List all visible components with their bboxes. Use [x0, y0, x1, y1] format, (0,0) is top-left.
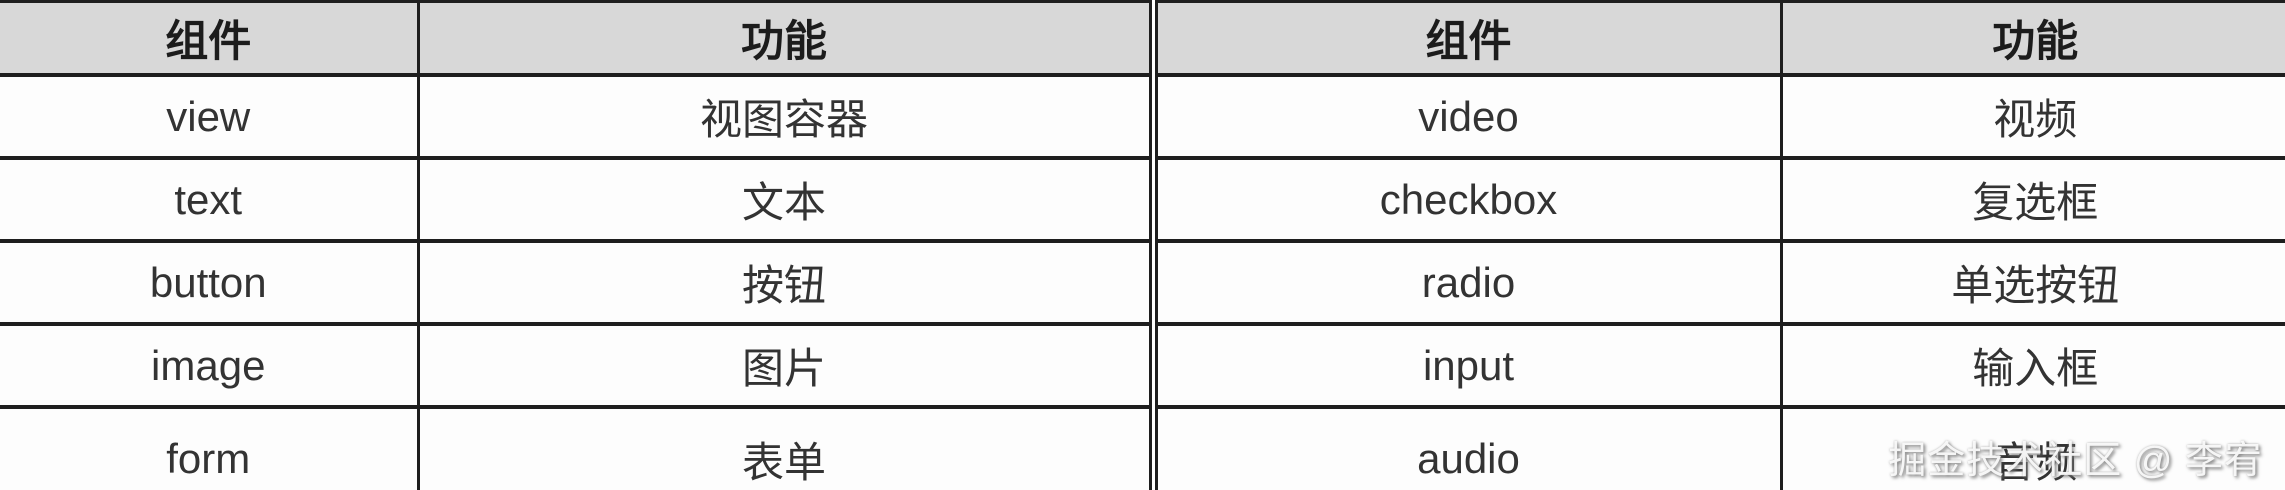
column-header-component: 组件 [0, 0, 420, 77]
table-row: image 图片 [0, 324, 1152, 409]
component-function-cell: 单选按钮 [1781, 241, 2285, 326]
component-name-cell: video [1154, 75, 1783, 160]
component-function-cell: 音频 [1781, 407, 2285, 490]
table-row: radio 单选按钮 [1154, 241, 2285, 326]
table-row: form 表单 [0, 407, 1152, 490]
component-function-cell: 图片 [418, 324, 1152, 409]
components-table-right: 组件 功能 video 视频 checkbox 复选框 radio 单选按钮 i… [1154, 0, 2285, 490]
component-name-cell: text [0, 158, 420, 243]
component-name-cell: view [0, 75, 420, 160]
component-name-cell: checkbox [1154, 158, 1783, 243]
table-row: input 输入框 [1154, 324, 2285, 409]
component-function-cell: 表单 [418, 407, 1152, 490]
table-row: view 视图容器 [0, 75, 1152, 160]
component-function-cell: 复选框 [1781, 158, 2285, 243]
component-name-cell: radio [1154, 241, 1783, 326]
component-function-cell: 文本 [418, 158, 1152, 243]
components-table-left: 组件 功能 view 视图容器 text 文本 button 按钮 image [0, 0, 1152, 490]
table-row: text 文本 [0, 158, 1152, 243]
component-name-cell: audio [1154, 407, 1783, 490]
component-name-cell: button [0, 241, 420, 326]
header-row: 组件 功能 [1154, 0, 2285, 77]
column-header-function: 功能 [418, 0, 1152, 77]
table-row: button 按钮 [0, 241, 1152, 326]
column-header-component: 组件 [1154, 0, 1783, 77]
header-row: 组件 功能 [0, 0, 1152, 77]
table-row: audio 音频 [1154, 407, 2285, 490]
component-function-cell: 视图容器 [418, 75, 1152, 160]
table-row: checkbox 复选框 [1154, 158, 2285, 243]
column-header-function: 功能 [1781, 0, 2285, 77]
component-function-cell: 输入框 [1781, 324, 2285, 409]
table-row: video 视频 [1154, 75, 2285, 160]
component-name-cell: form [0, 407, 420, 490]
component-name-cell: image [0, 324, 420, 409]
component-name-cell: input [1154, 324, 1783, 409]
component-function-cell: 按钮 [418, 241, 1152, 326]
component-function-cell: 视频 [1781, 75, 2285, 160]
